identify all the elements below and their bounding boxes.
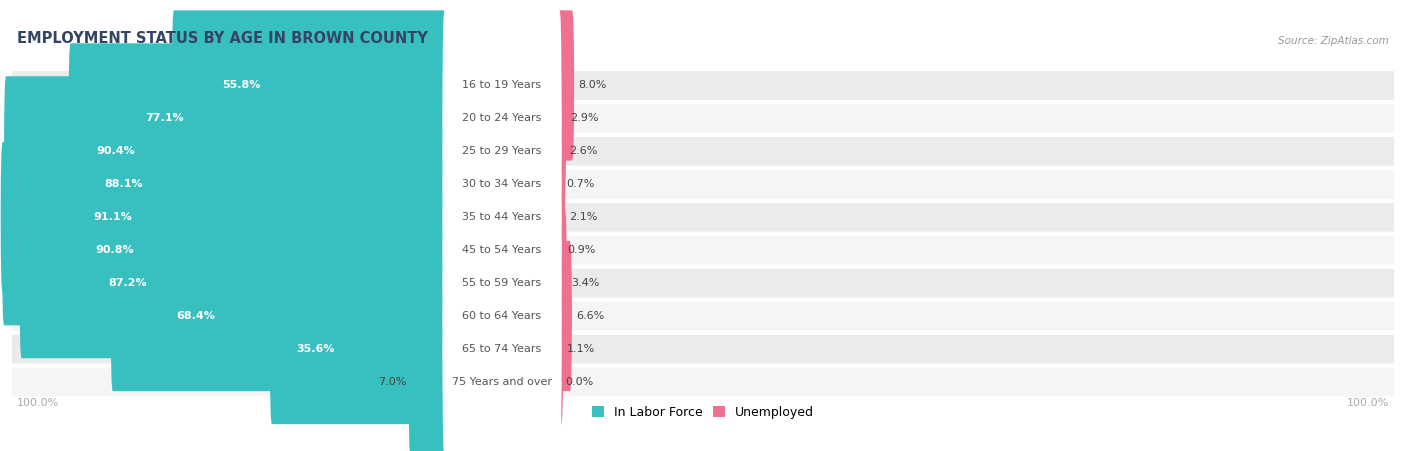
Text: 35.6%: 35.6% xyxy=(295,344,335,354)
Text: 7.0%: 7.0% xyxy=(378,377,406,387)
FancyBboxPatch shape xyxy=(4,76,447,226)
Text: 30 to 34 Years: 30 to 34 Years xyxy=(463,179,541,189)
Text: 3.4%: 3.4% xyxy=(571,278,599,288)
Text: 55 to 59 Years: 55 to 59 Years xyxy=(463,278,541,288)
FancyBboxPatch shape xyxy=(443,142,561,292)
FancyBboxPatch shape xyxy=(443,109,561,259)
Text: 35 to 44 Years: 35 to 44 Years xyxy=(463,212,541,222)
Text: 75 Years and over: 75 Years and over xyxy=(453,377,553,387)
FancyBboxPatch shape xyxy=(443,241,561,391)
FancyBboxPatch shape xyxy=(443,175,561,325)
Text: 16 to 19 Years: 16 to 19 Years xyxy=(463,80,541,91)
FancyBboxPatch shape xyxy=(111,241,447,391)
Text: 0.0%: 0.0% xyxy=(565,377,593,387)
Text: 6.6%: 6.6% xyxy=(576,311,605,321)
Text: 55.8%: 55.8% xyxy=(222,80,260,91)
FancyBboxPatch shape xyxy=(443,10,561,161)
FancyBboxPatch shape xyxy=(557,142,565,292)
FancyBboxPatch shape xyxy=(13,170,1393,198)
Text: 100.0%: 100.0% xyxy=(1347,398,1389,409)
FancyBboxPatch shape xyxy=(69,43,447,193)
FancyBboxPatch shape xyxy=(13,269,1393,298)
Text: 2.1%: 2.1% xyxy=(568,212,598,222)
FancyBboxPatch shape xyxy=(443,76,561,226)
FancyBboxPatch shape xyxy=(13,335,1393,364)
FancyBboxPatch shape xyxy=(15,109,447,259)
FancyBboxPatch shape xyxy=(443,274,561,424)
FancyBboxPatch shape xyxy=(13,71,1393,100)
Text: 2.6%: 2.6% xyxy=(569,147,598,156)
Text: 1.1%: 1.1% xyxy=(567,344,595,354)
FancyBboxPatch shape xyxy=(13,236,1393,265)
Text: 2.9%: 2.9% xyxy=(569,114,599,124)
FancyBboxPatch shape xyxy=(13,302,1393,331)
Text: 0.9%: 0.9% xyxy=(567,245,595,255)
Text: 68.4%: 68.4% xyxy=(176,311,215,321)
FancyBboxPatch shape xyxy=(557,175,562,325)
FancyBboxPatch shape xyxy=(443,43,561,193)
FancyBboxPatch shape xyxy=(1,142,447,292)
Text: Source: ZipAtlas.com: Source: ZipAtlas.com xyxy=(1278,36,1389,46)
FancyBboxPatch shape xyxy=(557,274,564,424)
Text: 8.0%: 8.0% xyxy=(578,80,606,91)
FancyBboxPatch shape xyxy=(557,43,567,193)
Text: 90.8%: 90.8% xyxy=(96,245,134,255)
FancyBboxPatch shape xyxy=(557,109,562,259)
FancyBboxPatch shape xyxy=(557,10,574,161)
Text: 60 to 64 Years: 60 to 64 Years xyxy=(463,311,541,321)
FancyBboxPatch shape xyxy=(13,203,1393,232)
FancyBboxPatch shape xyxy=(13,137,1393,166)
Text: 88.1%: 88.1% xyxy=(105,179,143,189)
Text: 100.0%: 100.0% xyxy=(17,398,59,409)
Text: 91.1%: 91.1% xyxy=(94,212,132,222)
Text: 65 to 74 Years: 65 to 74 Years xyxy=(463,344,541,354)
FancyBboxPatch shape xyxy=(172,10,447,161)
FancyBboxPatch shape xyxy=(20,208,447,358)
FancyBboxPatch shape xyxy=(443,307,561,451)
FancyBboxPatch shape xyxy=(3,175,447,325)
FancyBboxPatch shape xyxy=(409,307,447,451)
FancyBboxPatch shape xyxy=(557,76,565,226)
Text: EMPLOYMENT STATUS BY AGE IN BROWN COUNTY: EMPLOYMENT STATUS BY AGE IN BROWN COUNTY xyxy=(17,31,427,46)
FancyBboxPatch shape xyxy=(13,104,1393,133)
Text: 25 to 29 Years: 25 to 29 Years xyxy=(463,147,541,156)
FancyBboxPatch shape xyxy=(270,274,447,424)
Text: 87.2%: 87.2% xyxy=(108,278,146,288)
FancyBboxPatch shape xyxy=(13,368,1393,396)
FancyBboxPatch shape xyxy=(443,208,561,358)
FancyBboxPatch shape xyxy=(557,241,572,391)
Text: 0.7%: 0.7% xyxy=(567,179,595,189)
Text: 77.1%: 77.1% xyxy=(145,114,183,124)
Text: 45 to 54 Years: 45 to 54 Years xyxy=(463,245,541,255)
FancyBboxPatch shape xyxy=(557,208,567,358)
Legend: In Labor Force, Unemployed: In Labor Force, Unemployed xyxy=(586,401,820,424)
Text: 90.4%: 90.4% xyxy=(97,147,135,156)
Text: 20 to 24 Years: 20 to 24 Years xyxy=(463,114,541,124)
